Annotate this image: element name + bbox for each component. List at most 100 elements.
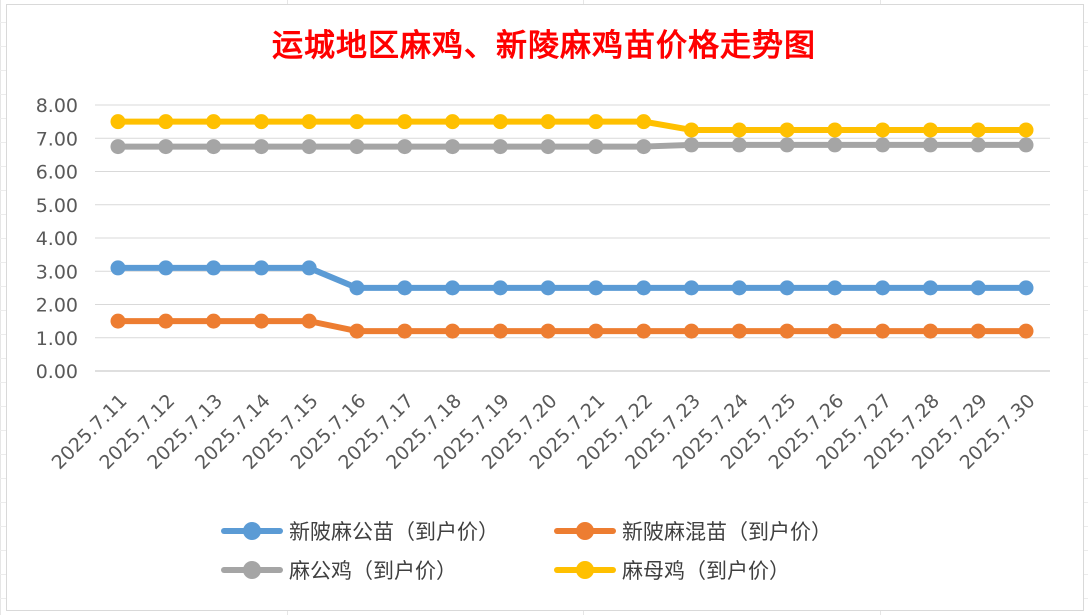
data-point bbox=[397, 323, 413, 339]
data-point bbox=[922, 122, 938, 138]
data-point bbox=[779, 137, 795, 153]
data-point bbox=[922, 137, 938, 153]
data-point bbox=[731, 323, 747, 339]
y-tick-label: 0.00 bbox=[36, 361, 78, 383]
data-point bbox=[445, 280, 461, 296]
series-line bbox=[115, 141, 1029, 150]
data-point bbox=[253, 139, 269, 155]
data-point bbox=[206, 313, 222, 329]
data-point bbox=[588, 323, 604, 339]
series-line bbox=[115, 264, 1029, 291]
data-point bbox=[588, 280, 604, 296]
data-point bbox=[158, 313, 174, 329]
data-point bbox=[827, 122, 843, 138]
chart-title: 运城地区麻鸡、新陵麻鸡苗价格走势图 bbox=[272, 28, 816, 64]
data-point bbox=[349, 323, 365, 339]
data-point bbox=[588, 139, 604, 155]
y-tick-label: 8.00 bbox=[36, 95, 78, 117]
data-point bbox=[588, 114, 604, 130]
data-point bbox=[540, 280, 556, 296]
series-2 bbox=[110, 313, 1034, 339]
data-point bbox=[110, 114, 126, 130]
data-point bbox=[1018, 323, 1034, 339]
data-point bbox=[922, 280, 938, 296]
data-point bbox=[110, 313, 126, 329]
data-point bbox=[636, 114, 652, 130]
data-point bbox=[827, 280, 843, 296]
data-point bbox=[779, 323, 795, 339]
data-point bbox=[445, 114, 461, 130]
series-1 bbox=[110, 260, 1034, 296]
data-point bbox=[683, 137, 699, 153]
y-tick-label: 6.00 bbox=[36, 162, 78, 184]
data-point bbox=[158, 114, 174, 130]
data-point bbox=[970, 137, 986, 153]
data-point bbox=[253, 313, 269, 329]
data-point bbox=[110, 260, 126, 276]
data-point bbox=[875, 323, 891, 339]
data-point bbox=[253, 114, 269, 130]
data-point bbox=[731, 280, 747, 296]
data-point bbox=[492, 114, 508, 130]
data-point bbox=[970, 122, 986, 138]
data-point bbox=[875, 122, 891, 138]
series-4 bbox=[110, 114, 1034, 138]
data-point bbox=[445, 323, 461, 339]
data-point bbox=[301, 139, 317, 155]
data-point bbox=[253, 260, 269, 276]
y-tick-label: 2.00 bbox=[36, 295, 78, 317]
data-point bbox=[779, 280, 795, 296]
y-tick-label: 7.00 bbox=[36, 128, 78, 150]
data-point bbox=[636, 323, 652, 339]
data-point bbox=[158, 260, 174, 276]
y-tick-label: 3.00 bbox=[36, 261, 78, 283]
data-point bbox=[540, 114, 556, 130]
data-point bbox=[636, 280, 652, 296]
data-point bbox=[397, 114, 413, 130]
data-point bbox=[731, 137, 747, 153]
data-point bbox=[827, 323, 843, 339]
y-gridlines bbox=[95, 104, 1050, 372]
data-point bbox=[397, 139, 413, 155]
data-point bbox=[683, 323, 699, 339]
data-point bbox=[683, 122, 699, 138]
data-point bbox=[970, 280, 986, 296]
data-point bbox=[158, 139, 174, 155]
data-point bbox=[683, 280, 699, 296]
data-point bbox=[540, 323, 556, 339]
data-point bbox=[731, 122, 747, 138]
data-point bbox=[206, 139, 222, 155]
data-point bbox=[540, 139, 556, 155]
data-point bbox=[397, 280, 413, 296]
series-3 bbox=[110, 137, 1034, 155]
data-point bbox=[636, 139, 652, 155]
data-point bbox=[301, 313, 317, 329]
series-line bbox=[115, 118, 1029, 133]
data-point bbox=[349, 114, 365, 130]
data-point bbox=[827, 137, 843, 153]
series-line bbox=[115, 318, 1029, 335]
data-point bbox=[206, 114, 222, 130]
data-point bbox=[1018, 122, 1034, 138]
y-tick-label: 4.00 bbox=[36, 228, 78, 250]
data-point bbox=[1018, 137, 1034, 153]
data-point bbox=[445, 139, 461, 155]
data-point bbox=[492, 323, 508, 339]
data-point bbox=[970, 323, 986, 339]
data-point bbox=[779, 122, 795, 138]
data-point bbox=[349, 280, 365, 296]
data-point bbox=[301, 114, 317, 130]
data-point bbox=[875, 137, 891, 153]
data-point bbox=[301, 260, 317, 276]
data-point bbox=[206, 260, 222, 276]
data-point bbox=[492, 139, 508, 155]
data-point bbox=[922, 323, 938, 339]
data-point bbox=[110, 139, 126, 155]
y-tick-label: 5.00 bbox=[36, 195, 78, 217]
data-point bbox=[492, 280, 508, 296]
data-point bbox=[875, 280, 891, 296]
data-point bbox=[1018, 280, 1034, 296]
y-tick-label: 1.00 bbox=[36, 328, 78, 350]
data-point bbox=[349, 139, 365, 155]
